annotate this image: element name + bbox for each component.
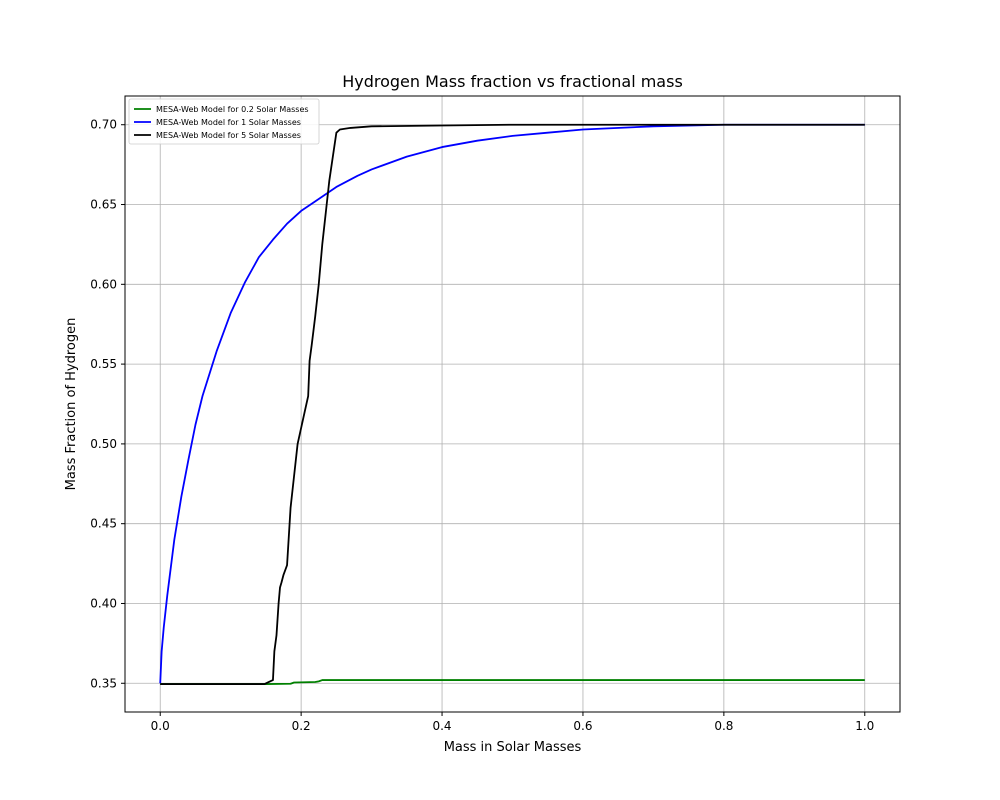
legend-entry: MESA-Web Model for 1 Solar Masses bbox=[156, 118, 301, 127]
y-tick-label: 0.60 bbox=[90, 277, 117, 291]
chart-title: Hydrogen Mass fraction vs fractional mas… bbox=[342, 72, 683, 91]
x-tick-label: 0.2 bbox=[292, 719, 311, 733]
legend-entry: MESA-Web Model for 0.2 Solar Masses bbox=[156, 105, 309, 114]
x-tick-label: 0.0 bbox=[151, 719, 170, 733]
y-tick-label: 0.35 bbox=[90, 676, 117, 690]
x-tick-label: 0.4 bbox=[432, 719, 451, 733]
x-tick-label: 0.6 bbox=[573, 719, 592, 733]
grid bbox=[125, 96, 900, 712]
series-line-1 bbox=[159, 123, 865, 684]
axis-ticks: 0.0 0.2 0.4 0.6 0.8 1.0 0.35 0.40 0.45 0.50 0.55 0.… bbox=[90, 118, 874, 733]
legend-entry: MESA-Web Model for 5 Solar Masses bbox=[156, 131, 301, 140]
y-tick-label: 0.50 bbox=[90, 437, 117, 451]
legend: MESA-Web Model for 0.2 Solar Masses MESA-… bbox=[128, 98, 320, 145]
y-tick-label: 0.65 bbox=[90, 198, 117, 212]
y-axis-title: Mass Fraction of Hydrogen bbox=[64, 318, 79, 491]
y-tick-label: 0.45 bbox=[90, 517, 117, 531]
y-tick-label: 0.40 bbox=[90, 596, 117, 610]
legend-box bbox=[128, 98, 320, 145]
series-line-2 bbox=[160, 123, 865, 685]
plot-frame bbox=[124, 95, 901, 713]
y-tick-label: 0.70 bbox=[90, 118, 117, 132]
x-tick-label: 1.0 bbox=[855, 719, 874, 733]
y-tick-label: 0.55 bbox=[90, 357, 117, 371]
x-tick-label: 0.8 bbox=[714, 719, 733, 733]
x-axis-title: Mass in Solar Masses bbox=[444, 740, 582, 755]
series-lines bbox=[159, 123, 865, 685]
